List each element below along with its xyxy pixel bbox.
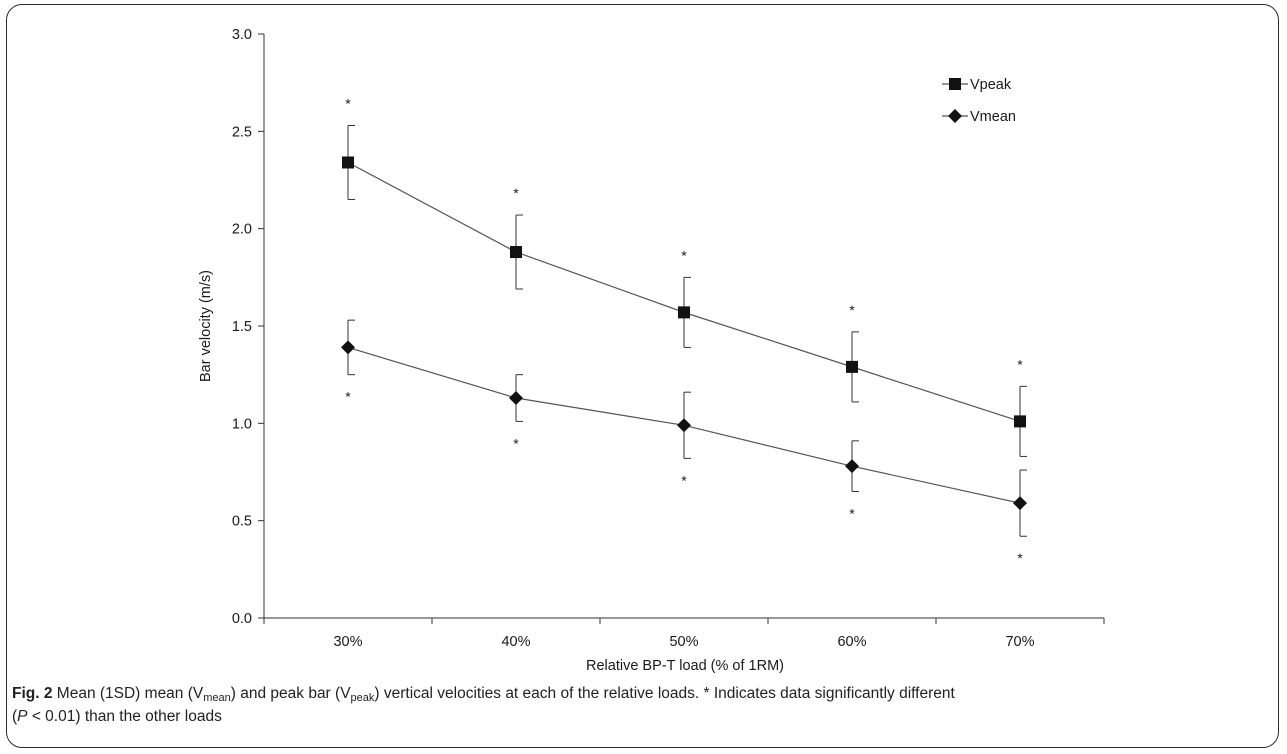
data-point-vpeak: [846, 360, 858, 373]
significance-asterisk: *: [681, 472, 687, 488]
significance-asterisk: *: [513, 185, 519, 201]
significance-asterisk: *: [849, 505, 855, 521]
data-point-vmean: [845, 459, 859, 474]
figure-frame: [6, 4, 1279, 748]
significance-asterisk: *: [849, 302, 855, 318]
significance-asterisk: *: [513, 435, 519, 451]
y-tick-label: 0.5: [232, 514, 252, 530]
y-tick-label: 2.5: [232, 124, 252, 140]
caption-label: Fig. 2: [12, 685, 53, 702]
caption-text-5: < 0.01) than the other loads: [27, 708, 222, 725]
caption-text-4: (: [12, 708, 18, 725]
x-tick-label: 60%: [837, 634, 866, 650]
x-tick-label: 70%: [1005, 634, 1034, 650]
legend-marker-vmean: [948, 109, 962, 123]
caption-text-3: ) vertical velocities at each of the rel…: [374, 685, 955, 702]
data-point-vmean: [509, 391, 523, 406]
y-tick-label: 1.5: [232, 319, 252, 335]
data-point-vmean: [1013, 496, 1027, 511]
caption-text-1: Mean (1SD) mean (V: [52, 685, 204, 702]
significance-asterisk: *: [1017, 550, 1023, 566]
data-point-vpeak: [510, 246, 522, 259]
legend-label-vmean: Vmean: [970, 109, 1016, 125]
series-layer: * * * * * * * * * *: [341, 95, 1027, 566]
y-tick-label: 0.0: [232, 611, 252, 627]
legend-label-vpeak: Vpeak: [970, 77, 1012, 93]
legend-marker-vpeak: [949, 78, 961, 90]
data-point-vpeak: [678, 306, 690, 319]
x-tick-label: 50%: [669, 634, 698, 650]
legend: Vpeak Vmean: [942, 77, 1016, 125]
line-chart: 0.00.51.01.52.02.53.030% 40% 50% 60% 70% ***…: [198, 27, 1105, 674]
x-axis-label: Relative BP-T load (% of 1RM): [586, 658, 784, 674]
significance-asterisk: *: [681, 247, 687, 263]
series-vmean: * * * * *: [341, 319, 1027, 566]
caption-sub-mean: mean: [203, 692, 231, 704]
data-point-vpeak: [1014, 415, 1026, 428]
caption-text-2: ) and peak bar (V: [230, 685, 351, 702]
x-tick-label: 30%: [333, 634, 362, 650]
y-tick-label: 1.0: [232, 416, 252, 432]
axes: 0.0 0.5 1.0 1.5 2.0 2.5 3.0 30% 40% 50% 60% 70%: [232, 27, 1105, 650]
y-tick-label: 3.0: [232, 27, 252, 43]
y-tick-label: 2.0: [232, 222, 252, 238]
data-point-vmean: [677, 418, 691, 433]
data-point-vpeak: [342, 156, 354, 169]
caption-sub-peak: peak: [350, 692, 375, 704]
caption-p-italic: P: [17, 708, 28, 725]
x-tick-label: 40%: [501, 634, 530, 650]
figure-caption: Fig. 2 Mean (1SD) mean (Vmean) and peak …: [12, 682, 1272, 728]
y-axis-label: Bar velocity (m/s): [198, 270, 214, 382]
significance-asterisk: *: [345, 389, 351, 405]
series-vpeak: * * * * *: [342, 95, 1027, 457]
data-point-vmean: [341, 340, 355, 355]
significance-asterisk: *: [1017, 356, 1023, 372]
significance-asterisk: *: [345, 95, 351, 111]
